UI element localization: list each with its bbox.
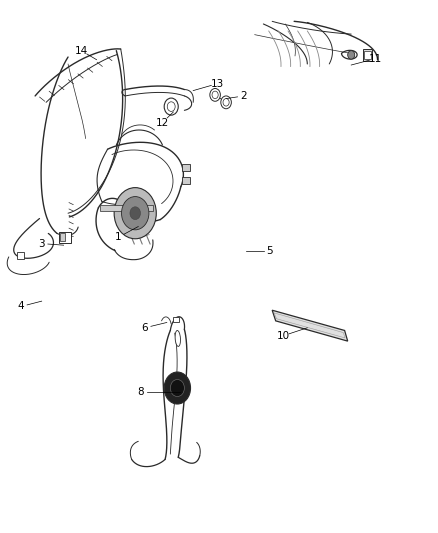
Bar: [17, 252, 24, 259]
Bar: [362, 49, 371, 61]
Text: 8: 8: [137, 387, 144, 397]
Text: 5: 5: [266, 246, 273, 255]
Bar: [364, 51, 370, 59]
Bar: [59, 232, 71, 243]
Text: 3: 3: [38, 239, 45, 248]
Circle shape: [220, 96, 231, 109]
Ellipse shape: [175, 330, 180, 346]
Circle shape: [347, 51, 354, 59]
Circle shape: [130, 207, 140, 220]
Text: 2: 2: [240, 91, 247, 101]
Bar: [100, 205, 152, 211]
Circle shape: [167, 102, 175, 111]
Circle shape: [121, 197, 148, 230]
Circle shape: [170, 379, 184, 397]
Polygon shape: [272, 310, 347, 341]
Text: 12: 12: [155, 118, 169, 127]
Text: 10: 10: [276, 331, 289, 341]
Bar: [182, 177, 190, 184]
Text: 11: 11: [368, 54, 381, 63]
Text: 4: 4: [18, 302, 25, 311]
Circle shape: [212, 91, 218, 99]
Text: 13: 13: [210, 79, 223, 88]
Circle shape: [164, 98, 178, 115]
Circle shape: [209, 88, 220, 101]
Text: 1: 1: [115, 232, 122, 242]
Bar: [173, 317, 179, 322]
Text: 14: 14: [74, 46, 88, 55]
Circle shape: [164, 372, 190, 404]
Bar: [182, 164, 190, 171]
Circle shape: [114, 188, 156, 239]
Circle shape: [223, 99, 229, 106]
Bar: [60, 233, 65, 241]
Text: 6: 6: [141, 323, 148, 333]
